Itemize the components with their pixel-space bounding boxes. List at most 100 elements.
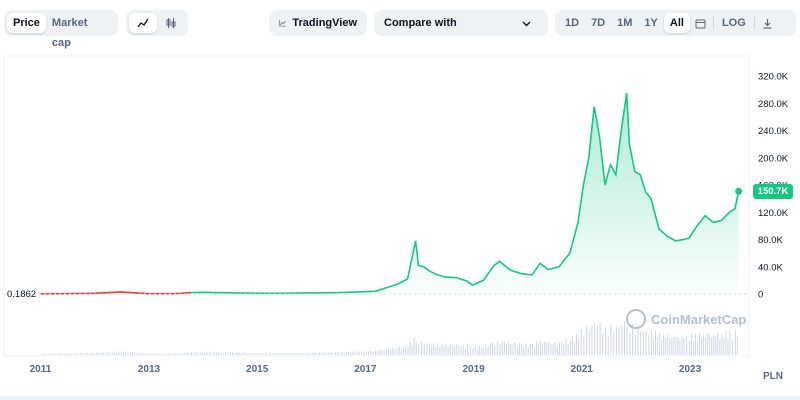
volume-bar (57, 353, 59, 355)
coinmarketcap-watermark: CoinMarketCap (626, 309, 746, 329)
tab-market-cap[interactable]: Market cap (51, 17, 88, 49)
range-all[interactable]: All (663, 13, 690, 33)
volume-bar (697, 341, 699, 355)
volume-bar (84, 353, 86, 355)
range-7d[interactable]: 7D (591, 17, 606, 29)
volume-bar (120, 351, 122, 355)
volume-bar (563, 343, 565, 355)
watermark-text: CoinMarketCap (651, 311, 747, 327)
volume-bar (348, 351, 350, 355)
candlestick-button[interactable] (157, 13, 185, 33)
volume-bar (594, 323, 596, 355)
line-chart-icon (137, 18, 149, 28)
range-1y[interactable]: 1Y (644, 17, 658, 29)
volume-bar (577, 339, 579, 355)
volume-bar (312, 352, 314, 355)
tradingview-button[interactable]: TradingView (269, 10, 367, 36)
volume-bar (100, 353, 102, 355)
volume-bar (441, 343, 443, 355)
volume-bar (343, 352, 345, 355)
coinmarketcap-logo-icon (626, 309, 646, 329)
chart-toolbar: Price Market cap TradingView Compare wit… (0, 0, 800, 49)
volume-bar (629, 333, 631, 355)
volume-bar (274, 353, 276, 355)
volume-bar (449, 344, 451, 355)
volume-bar (269, 352, 271, 355)
volume-bar (481, 347, 483, 355)
volume-bar (62, 353, 64, 355)
volume-bar (701, 336, 703, 355)
volume-bar (571, 336, 573, 355)
volume-bar (413, 337, 415, 355)
volume-bar (460, 345, 462, 355)
line-chart-button[interactable] (129, 13, 157, 33)
volume-bar (197, 351, 199, 355)
volume-bar (588, 331, 590, 355)
volume-bar (71, 353, 73, 355)
volume-bar (447, 347, 449, 355)
volume-bar (732, 340, 734, 355)
volume-bar (719, 340, 721, 355)
volume-bar (211, 352, 213, 355)
volume-bar (401, 348, 403, 355)
volume-bar (467, 346, 469, 355)
volume-bar (337, 352, 339, 355)
range-1d[interactable]: 1D (565, 17, 580, 29)
volume-bar (181, 352, 183, 355)
tradingview-label: TradingView (292, 17, 357, 29)
volume-bar (583, 337, 585, 355)
volume-bar (715, 335, 717, 355)
volume-bar (580, 329, 582, 355)
compare-with-select[interactable]: Compare with (374, 10, 548, 36)
price-area (39, 92, 743, 295)
volume-bar (296, 352, 298, 355)
volume-bar (686, 335, 688, 355)
volume-bar (381, 349, 383, 355)
volume-bar (651, 329, 653, 355)
volume-bar (77, 353, 79, 355)
volume-bar (456, 344, 458, 355)
volume-bar (673, 336, 675, 355)
volume-bar (287, 352, 289, 355)
volume-bar (645, 330, 647, 355)
log-toggle[interactable]: LOG (721, 17, 746, 29)
download-button[interactable] (757, 13, 778, 33)
volume-bar (55, 354, 57, 355)
current-price-dot (735, 187, 743, 195)
volume-bar (713, 336, 715, 355)
volume-bar (472, 348, 474, 355)
volume-bar (429, 343, 431, 355)
volume-bar (385, 348, 387, 355)
volume-bar (709, 334, 711, 355)
volume-bar (289, 353, 291, 355)
volume-bar (208, 351, 210, 355)
calendar-icon (695, 19, 706, 29)
tab-price[interactable]: Price (7, 13, 46, 33)
volume-bar (519, 342, 521, 355)
volume-bar (512, 344, 514, 355)
divider (712, 16, 714, 30)
volume-bar (265, 352, 267, 355)
volume-bar (227, 352, 229, 355)
volume-bar (423, 343, 425, 355)
volume-bar (118, 351, 120, 355)
chart-frame (3, 55, 750, 357)
volume-bar (354, 352, 356, 355)
range-1m[interactable]: 1M (617, 17, 633, 29)
calendar-button[interactable] (690, 13, 711, 33)
volume-bar (435, 347, 437, 355)
volume-bar (556, 346, 558, 355)
volume-bar (334, 352, 336, 355)
volume-bar (679, 339, 681, 355)
volume-bar (491, 343, 493, 355)
volume-bar (193, 352, 195, 355)
series-line (191, 92, 740, 295)
volume-bar (657, 337, 659, 355)
volume-bar (736, 336, 738, 355)
currency-label: PLN (763, 371, 783, 382)
volume-bar (170, 353, 172, 355)
volume-bar (301, 352, 303, 355)
volume-bar (669, 338, 671, 355)
volume-bar (191, 351, 193, 355)
